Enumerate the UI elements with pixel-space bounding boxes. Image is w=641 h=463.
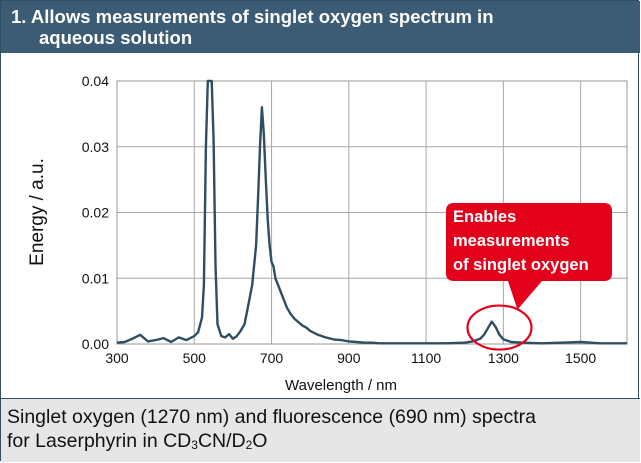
- caption-text-a: for Laserphyrin in CD: [7, 430, 192, 452]
- plot-border: [116, 80, 628, 345]
- x-tick-label: 1500: [565, 350, 596, 366]
- x-tick-label: 1100: [411, 350, 441, 366]
- caption-box: Singlet oxygen (1270 nm) and fluorescenc…: [1, 398, 640, 462]
- callout-line-3: of singlet oxygen: [453, 256, 589, 274]
- x-tick-labels: 300 500 700 900 1100 1300 1500: [105, 350, 596, 366]
- caption-text-c: O: [252, 430, 268, 452]
- caption-sub-3: 3: [191, 438, 198, 452]
- callout-line-1: Enables: [453, 208, 516, 226]
- y-tick-labels: 0.00 0.01 0.02 0.03 0.04: [82, 73, 109, 352]
- title-line-2: aqueous solution: [39, 27, 193, 48]
- x-axis-label: Wavelength / nm: [285, 377, 397, 394]
- callout-box: [446, 203, 612, 310]
- x-tick-label: 1300: [488, 350, 519, 366]
- callout-line-2: measurements: [453, 232, 569, 250]
- y-tick-label: 0.04: [82, 73, 109, 89]
- highlight-ellipse: [466, 304, 533, 351]
- title-line-1: 1. Allows measurements of singlet oxygen…: [11, 6, 494, 27]
- caption-text-b: CN/D: [197, 430, 246, 452]
- y-axis-label: Energy / a.u.: [27, 158, 48, 266]
- x-tick-label: 300: [105, 350, 129, 366]
- x-tick-label: 900: [337, 350, 361, 366]
- caption-sub-2: 2: [245, 438, 253, 452]
- spectrum-line: [116, 79, 627, 345]
- spectrum-chart: 0.00 0.01 0.02 0.03 0.04 300 500 700 900 1100 130…: [27, 73, 628, 394]
- x-tick-label: 700: [260, 350, 284, 366]
- y-tick-label: 0.00: [82, 336, 109, 352]
- caption-line-2: for Laserphyrin in CD3CN/D2O: [7, 429, 640, 457]
- caption-line-1: Singlet oxygen (1270 nm) and fluorescenc…: [7, 406, 536, 428]
- callout: Enables measurements of singlet oxygen: [446, 203, 612, 351]
- y-tick-label: 0.01: [82, 270, 109, 286]
- x-tick-label: 500: [183, 350, 207, 366]
- y-tick-label: 0.03: [82, 139, 109, 155]
- y-tick-label: 0.02: [82, 205, 109, 221]
- title-bar: 1. Allows measurements of singlet oxygen…: [1, 1, 640, 53]
